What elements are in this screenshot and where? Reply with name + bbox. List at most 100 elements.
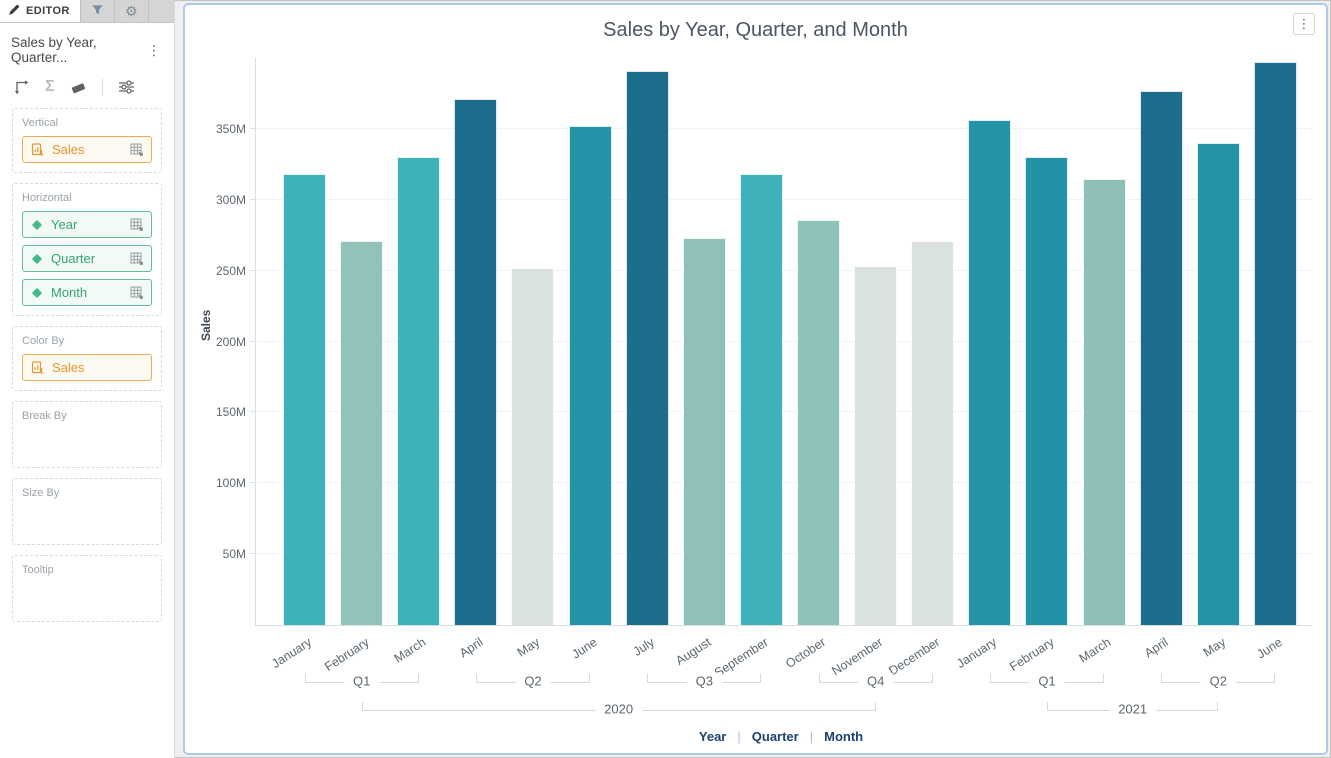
sigma-icon[interactable]: Σ [45,78,55,95]
chart-kebab-menu[interactable]: ⋮ [1293,13,1315,35]
bar-april-2021[interactable] [1139,90,1183,625]
y-tick-label: 50M [222,547,246,562]
tab-settings[interactable]: ⚙ [115,0,149,22]
bar-june-2020[interactable] [568,126,612,625]
bar-july-2020[interactable] [625,70,669,625]
sliders-icon[interactable] [118,79,135,95]
y-tick-label: 350M [215,121,246,136]
section-label: Color By [22,335,65,347]
measure-icon [31,361,44,374]
field-pill-month[interactable]: Month [22,279,152,306]
month-label: May [515,635,543,660]
field-sections: Vertical Sales Horizontal Year Quarter Month C… [0,108,174,622]
bar-september-2020[interactable] [739,174,783,625]
x-axis-labels: January February March April May June July Augu… [269,625,1304,735]
gear-icon: ⚙ [124,3,138,19]
section-horizontal: Horizontal Year Quarter Month [12,183,162,316]
field-label: Year [51,217,78,232]
month-label: January [269,635,315,671]
bars-container [276,58,1304,625]
quarter-bracket-q4-2020: Q4 [818,673,933,689]
bar-slot [1247,58,1304,625]
grid-icon[interactable] [130,218,143,231]
swap-axes-icon[interactable] [13,79,30,95]
month-label: April [456,635,486,661]
quarter-label: Q2 [515,673,551,689]
quarter-bracket-q2-2021: Q2 [1161,673,1276,689]
y-tick-label: 150M [215,405,246,420]
section-color-by: Color By Sales [12,326,162,391]
bar-slot [390,58,447,625]
y-tick-label: 100M [215,476,246,491]
month-label: July [630,635,657,659]
quarter-label: Q3 [686,673,722,689]
bar-slot [619,58,676,625]
section-vertical: Vertical Sales [12,108,162,173]
quarter-label: Q1 [343,673,380,689]
bar-slot [847,58,904,625]
grid-icon[interactable] [130,143,143,156]
eraser-icon[interactable] [70,79,87,95]
breadcrumb-year[interactable]: Year [698,729,727,744]
bar-slot [904,58,961,625]
grid-icon[interactable] [130,286,143,299]
filter-icon [91,3,104,20]
tab-filters[interactable] [81,0,115,22]
bar-may-2020[interactable] [511,267,555,625]
bar-april-2020[interactable] [454,99,498,625]
month-label: November [829,635,886,679]
widget-title-kebab-icon[interactable]: ⋮ [147,42,161,58]
bar-august-2020[interactable] [682,238,726,625]
field-pill-sales[interactable]: Sales [22,136,152,163]
bar-january-2020[interactable] [283,174,327,625]
bar-slot [447,58,504,625]
y-tick-mark [250,269,256,271]
bar-may-2021[interactable] [1196,143,1240,625]
editor-toolbar: Σ [0,65,174,108]
gridline [256,340,1312,342]
quarter-bracket-q3-2020: Q3 [647,673,762,689]
y-tick-mark [250,482,256,484]
gridline [256,198,1312,200]
gridline [256,127,1312,129]
bar-january-2021[interactable] [968,120,1012,625]
gridline [256,269,1312,271]
bar-slot [276,58,333,625]
bar-december-2020[interactable] [911,240,955,625]
breadcrumb-separator: | [809,729,814,744]
bar-february-2021[interactable] [1025,157,1069,625]
bar-slot [1190,58,1247,625]
bar-march-2021[interactable] [1082,178,1126,625]
section-label: Horizontal [22,192,72,204]
breadcrumb-quarter[interactable]: Quarter [751,729,799,744]
field-pill-sales[interactable]: Sales [22,354,152,381]
bar-march-2020[interactable] [397,157,441,625]
plot-area: 50M 100M 150M 200M 250M 300M 350M January Febru… [216,58,1312,717]
bar-november-2020[interactable] [854,266,898,625]
field-pill-year[interactable]: Year [22,211,152,238]
widget-title: Sales by Year, Quarter... [11,35,97,65]
bar-june-2021[interactable] [1253,62,1297,625]
year-label: 2020 [595,701,643,717]
editor-tabbar: EDITOR ⚙ [0,0,174,23]
section-label: Tooltip [22,564,54,576]
gridline [256,553,1312,555]
month-label: January [954,635,1000,671]
tab-editor[interactable]: EDITOR [0,0,81,22]
section-label: Break By [22,410,67,422]
y-tick-mark [250,411,256,413]
tab-editor-label: EDITOR [26,5,70,17]
breadcrumb-month[interactable]: Month [824,729,864,744]
chart-widget: ⋮ Sales by Year, Quarter, and Month 50M 1… [183,3,1328,755]
field-pill-quarter[interactable]: Quarter [22,245,152,272]
bar-february-2020[interactable] [340,240,384,625]
quarter-bracket-q2-2020: Q2 [475,673,591,689]
grid-icon[interactable] [130,252,143,265]
field-label: Sales [52,142,85,157]
bar-october-2020[interactable] [797,219,841,625]
y-axis-title: Sales [199,309,213,341]
section-tooltip: Tooltip [12,555,162,622]
editor-panel: EDITOR ⚙ Sales by Year, Quarter... ⋮ Σ [0,0,175,758]
bar-slot [504,58,561,625]
